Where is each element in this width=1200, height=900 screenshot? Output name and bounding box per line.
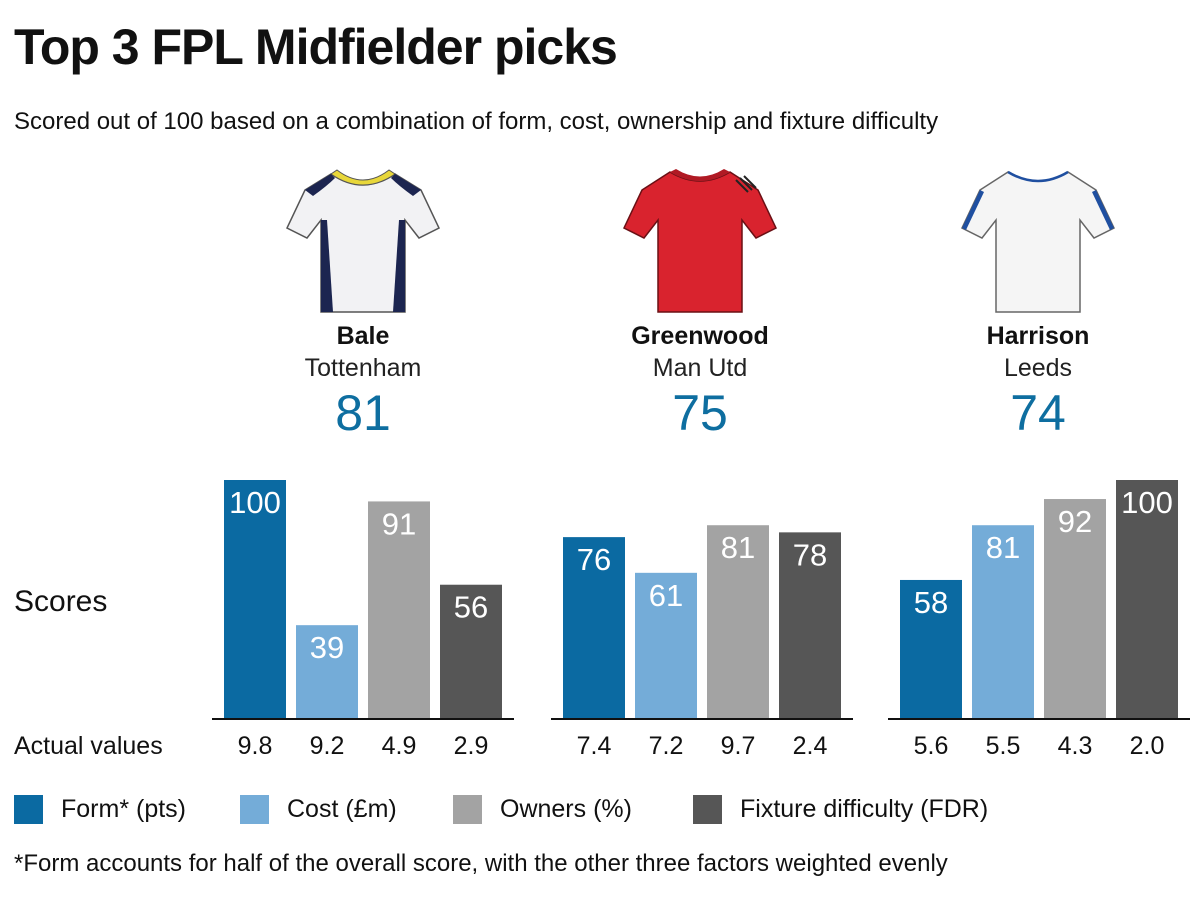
bar-harrison-fixture-difficulty-fdr: [1116, 480, 1178, 718]
bar-greenwood-owners: [707, 525, 769, 718]
bar-greenwood-cost-m: [635, 572, 697, 718]
leeds-shirt-icon: [961, 170, 1115, 313]
legend-item-fdr: Fixture difficulty (FDR): [693, 795, 988, 824]
bar-value-label: 81: [986, 530, 1020, 565]
actual-values-label: Actual values: [14, 732, 163, 760]
legend-item-cost: Cost (£m): [240, 795, 397, 824]
bar-bale-fixture-difficulty-fdr: [440, 584, 502, 718]
bar-harrison-form-pts: [900, 579, 962, 718]
bar-harrison-cost-m: [972, 525, 1034, 718]
actual-value-label: 5.6: [914, 732, 949, 760]
actual-value-label: 7.4: [577, 732, 612, 760]
bar-value-label: 81: [721, 530, 755, 565]
legend-item-form: Form* (pts): [14, 795, 186, 824]
chart-subtitle: Scored out of 100 based on a combination…: [14, 108, 939, 135]
legend-label-form: Form* (pts): [61, 795, 186, 823]
player-team: Man Utd: [652, 353, 748, 382]
player-team: Tottenham: [304, 353, 422, 382]
bar-harrison-owners: [1044, 499, 1106, 718]
actual-value-label: 5.5: [986, 732, 1021, 760]
bar-value-label: 56: [454, 590, 488, 625]
actual-value-label: 2.9: [454, 732, 489, 760]
legend-label-cost: Cost (£m): [287, 795, 397, 823]
player-team: Leeds: [1003, 353, 1073, 382]
bar-value-label: 100: [1121, 485, 1173, 520]
chart-title: Top 3 FPL Midfielder picks: [14, 19, 618, 75]
bar-bale-cost-m: [296, 625, 358, 718]
actual-value-label: 2.4: [793, 732, 828, 760]
bar-value-label: 76: [577, 542, 611, 577]
player-name: Greenwood: [631, 322, 769, 350]
player-header: Bale Tottenham 81: [243, 160, 483, 443]
footnote: *Form accounts for half of the overall s…: [14, 850, 948, 877]
legend-swatch-cost: [240, 795, 269, 824]
actual-value-label: 9.8: [238, 732, 273, 760]
player-score: 74: [1010, 384, 1066, 441]
player-name: Bale: [336, 322, 390, 350]
player-score: 75: [672, 384, 728, 441]
player-name: Harrison: [986, 322, 1090, 350]
bar-value-label: 58: [914, 585, 948, 620]
legend-swatch-owners: [453, 795, 482, 824]
bar-value-label: 91: [382, 506, 416, 541]
player-score: 81: [335, 384, 391, 441]
actual-value-label: 2.0: [1130, 732, 1165, 760]
man-utd-shirt-icon: [623, 169, 777, 313]
bar-value-label: 78: [793, 537, 827, 572]
legend-item-owners: Owners (%): [453, 795, 632, 824]
bar-greenwood-fixture-difficulty-fdr: [779, 532, 841, 718]
tottenham-shirt-icon: [286, 169, 440, 313]
legend-label-fdr: Fixture difficulty (FDR): [740, 795, 989, 823]
actual-value-label: 9.7: [721, 732, 756, 760]
scores-label: Scores: [14, 585, 108, 618]
bar-bale-owners: [368, 501, 430, 718]
actual-value-label: 7.2: [649, 732, 684, 760]
player-header: Greenwood Man Utd 75: [580, 160, 820, 443]
actual-value-label: 9.2: [310, 732, 345, 760]
legend-label-owners: Owners (%): [500, 795, 632, 823]
actual-value-label: 4.3: [1058, 732, 1093, 760]
legend-swatch-form: [14, 795, 43, 824]
player-header: Harrison Leeds 74: [918, 160, 1158, 443]
bar-bale-form-pts: [224, 480, 286, 718]
bar-value-label: 61: [649, 578, 683, 613]
bar-greenwood-form-pts: [563, 537, 625, 718]
bar-value-label: 100: [229, 485, 281, 520]
bar-value-label: 39: [310, 630, 344, 665]
bar-value-label: 92: [1058, 504, 1092, 539]
legend-swatch-fdr: [693, 795, 722, 824]
actual-value-label: 4.9: [382, 732, 417, 760]
